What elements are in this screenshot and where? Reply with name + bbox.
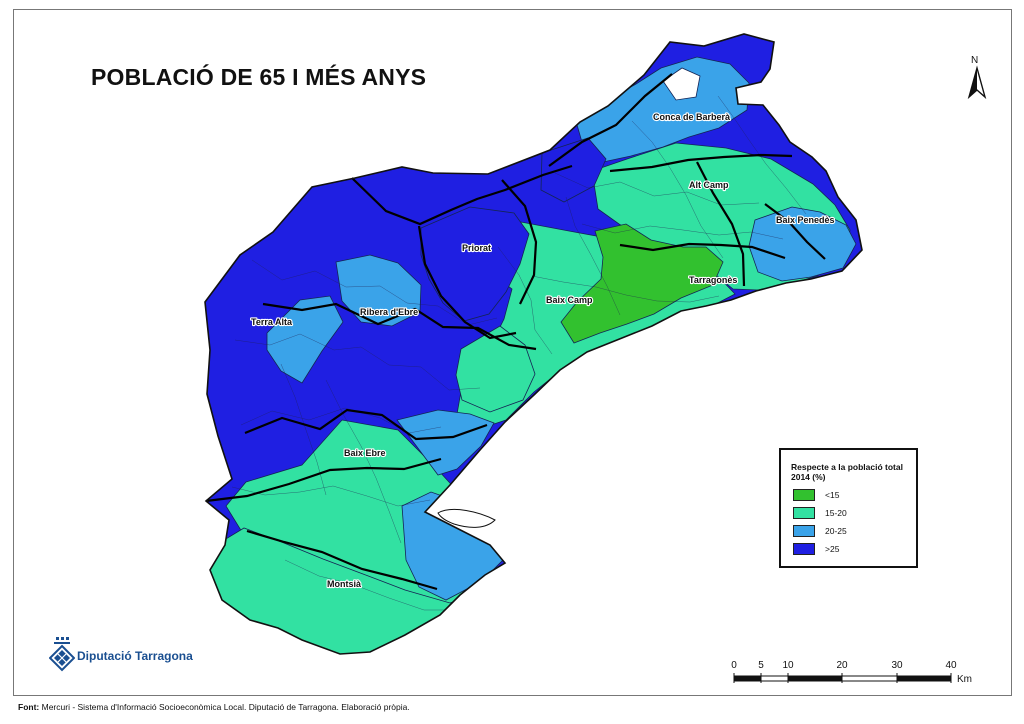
region-label-priorat: Priorat — [462, 243, 491, 253]
scale-unit: Km — [957, 674, 972, 685]
scale-tick-label: 20 — [836, 660, 848, 671]
region-label-baix-camp: Baix Camp — [546, 295, 593, 305]
scale-tick-label: 5 — [758, 660, 764, 671]
source-note: Font: Mercuri - Sistema d'Informació Soc… — [18, 702, 410, 712]
diputacio-logo: Diputació Tarragona — [48, 636, 209, 672]
terra-alta-fill — [266, 295, 344, 384]
region-label-alt-camp: Alt Camp — [689, 180, 729, 190]
scale-bar-graphic — [733, 673, 952, 683]
coast-cluster-fill — [748, 206, 857, 282]
map-title: POBLACIÓ DE 65 I MÉS ANYS — [91, 64, 427, 90]
north-arrow-icon — [967, 65, 987, 100]
delta-bay — [437, 509, 496, 528]
region-label-montsia: Montsià — [327, 579, 362, 589]
legend-title: Respecte a la població total 2014 (%) — [791, 462, 903, 482]
north-label: N — [971, 55, 979, 66]
legend-swatch-under-15 — [793, 489, 815, 501]
tarragones-fill — [560, 223, 724, 344]
source-text: Mercuri - Sistema d'Informació Socioecon… — [41, 702, 410, 712]
scale-tick-label: 10 — [782, 660, 794, 671]
priorat-fill — [420, 206, 530, 322]
baix-ebre-mountain-fill — [396, 409, 495, 476]
white-enclave — [662, 67, 701, 101]
legend-swatch-over-25 — [793, 543, 815, 555]
scale-tick-label: 30 — [891, 660, 903, 671]
baix-camp-east-fill — [455, 325, 536, 413]
scale-tick-label: 0 — [731, 660, 737, 671]
conca-barbera-fill — [574, 56, 750, 163]
source-label: Font: — [18, 702, 40, 712]
legend-swatch-15-20 — [793, 507, 815, 519]
diputacio-emblem-icon — [48, 637, 76, 672]
map-legend: Respecte a la població total 2014 (%) <1… — [779, 448, 918, 568]
region-label-conca-barbera: Conca de Barberà — [653, 112, 731, 122]
county-borders — [205, 73, 826, 591]
legend-item: 20-25 — [793, 523, 847, 539]
north-arrow: N — [963, 55, 991, 102]
region-label-terra-alta: Terra Alta — [251, 317, 293, 327]
legend-label: <15 — [825, 490, 840, 500]
scale-bar: 0 5 10 20 30 40 Km — [726, 660, 986, 695]
legend-item: 15-20 — [793, 505, 847, 521]
legend-label: 15-20 — [825, 508, 847, 518]
region-label-ribera-ebre: Ribera d'Ebre — [360, 307, 418, 317]
legend-swatch-20-25 — [793, 525, 815, 537]
scale-tick-label: 40 — [945, 660, 957, 671]
region-label-baix-penedes: Baix Penedès — [776, 215, 835, 225]
legend-item: <15 — [793, 487, 839, 503]
legend-label: >25 — [825, 544, 840, 554]
region-label-tarragones: Tarragonès — [689, 275, 737, 285]
legend-item: >25 — [793, 541, 839, 557]
legend-label: 20-25 — [825, 526, 847, 536]
province-outline — [204, 33, 863, 655]
logo-text: Diputació Tarragona — [77, 649, 193, 663]
region-label-baix-ebre: Baix Ebre — [344, 448, 386, 458]
